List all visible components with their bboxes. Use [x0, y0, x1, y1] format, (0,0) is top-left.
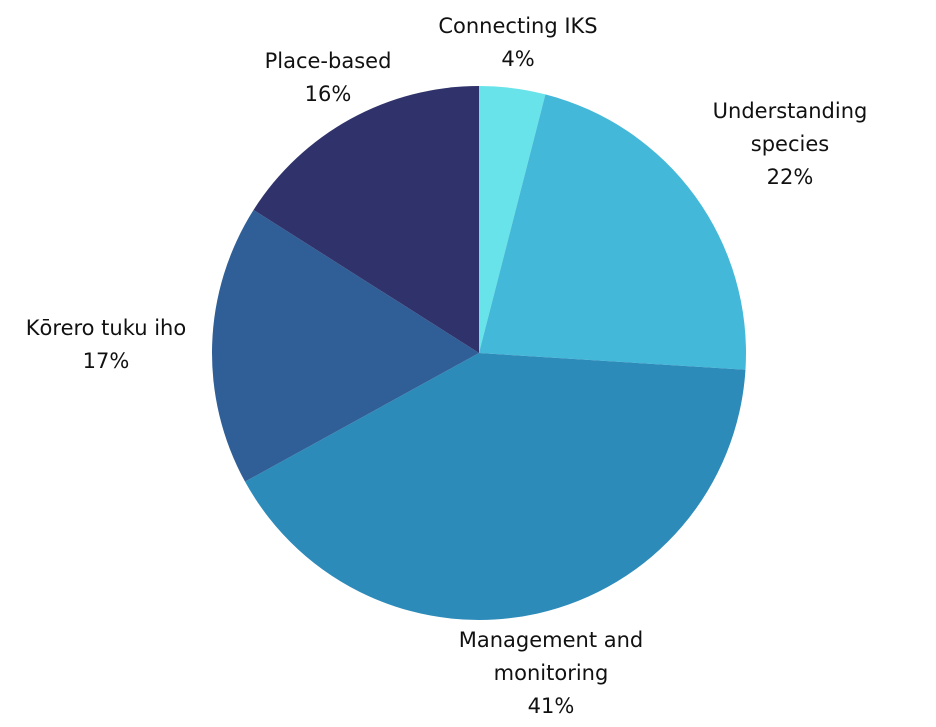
pie-slice — [212, 209, 479, 482]
value-label: 41% — [527, 694, 575, 718]
slice-label: Connecting IKS 4% — [438, 10, 597, 76]
category-label: Place-based — [264, 49, 392, 73]
pie-slice — [253, 86, 479, 353]
category-label: Kōrero tuku iho — [25, 316, 187, 340]
value-label: 16% — [304, 82, 352, 106]
category-label: Connecting IKS — [438, 14, 598, 38]
pie-slice — [479, 86, 546, 353]
slice-label: Management and monitoring 41% — [441, 624, 661, 723]
pie-slice — [245, 353, 746, 621]
category-label: Understanding species — [712, 99, 868, 156]
value-label: 4% — [501, 47, 535, 71]
pie-slice — [479, 94, 747, 370]
slice-label: Place-based 16% — [265, 45, 392, 111]
value-label: 17% — [82, 349, 130, 373]
slice-label: Kōrero tuku iho 17% — [26, 312, 186, 378]
value-label: 22% — [766, 165, 814, 189]
category-label: Management and monitoring — [458, 628, 644, 685]
slice-label: Understanding species 22% — [713, 95, 868, 194]
